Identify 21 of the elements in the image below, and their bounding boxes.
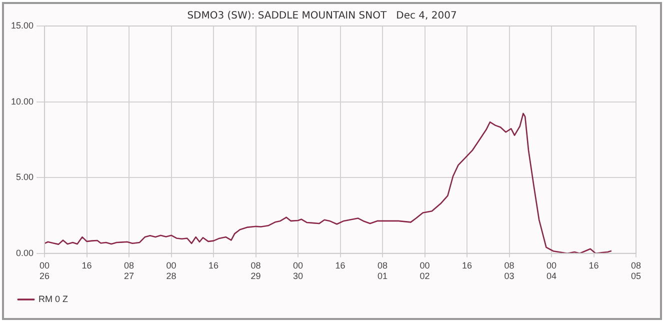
x-tick-label: 08 05 [630,260,642,282]
x-tick-label: 08 27 [124,260,134,282]
x-tick-label: 08 29 [250,260,261,282]
y-tick-label: 10.00 [10,96,34,106]
x-tick-label: 16 [462,260,472,270]
x-tick-label: 00 30 [293,260,304,282]
x-tick-label: 16 [208,260,219,270]
x-tick-label: 16 [82,260,92,270]
chart-title: SDMO3 (SW): SADDLE MOUNTAIN SNOT Dec 4, 2007 [187,10,457,22]
x-tick-label: 00 04 [546,260,557,282]
y-tick-label: 0.00 [16,248,34,258]
x-tick-label: 08 01 [378,260,388,282]
x-tick-label: 16 [335,260,346,270]
x-tick-label: 00 02 [420,260,430,282]
y-tick-label: 15.00 [10,20,34,30]
legend-label: RM 0 Z [38,294,69,304]
y-tick-label: 5.00 [16,172,34,182]
x-tick-label: 16 [588,260,599,270]
x-tick-label: 00 26 [40,260,50,282]
x-tick-label: 08 03 [504,260,514,282]
x-tick-label: 00 28 [166,260,176,282]
